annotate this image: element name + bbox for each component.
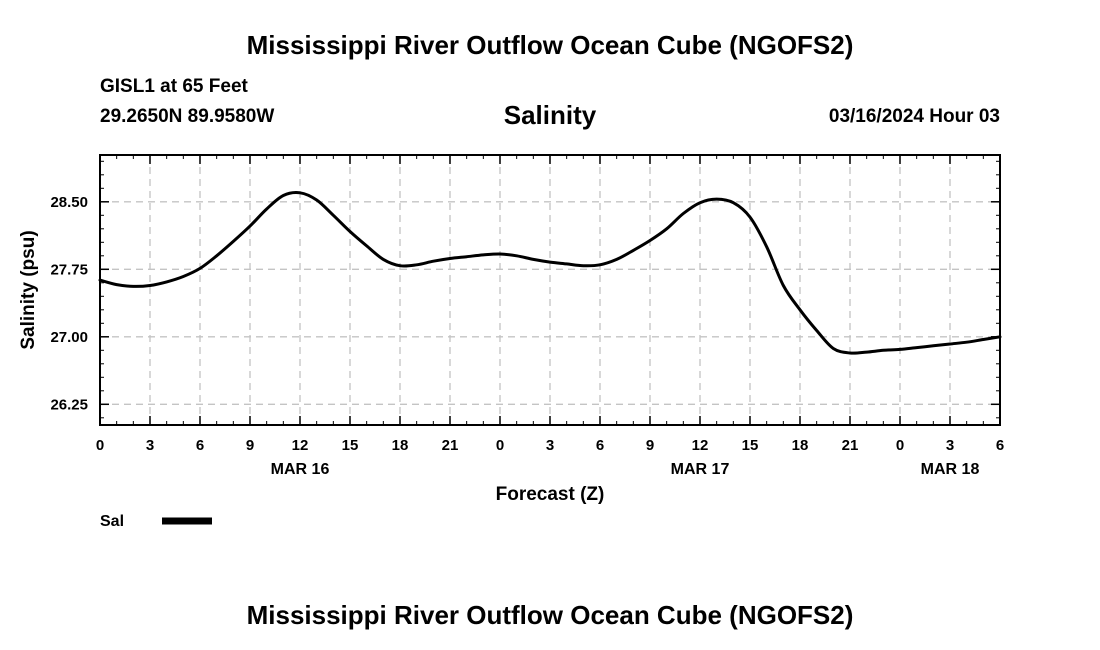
x-tick-label: 15 [342, 437, 359, 454]
station-label: GISL1 at 65 Feet [100, 76, 248, 97]
x-tick-label: 6 [596, 437, 604, 454]
x-tick-label: 0 [96, 437, 104, 454]
date-label: MAR 18 [921, 461, 980, 478]
x-tick-label: 21 [442, 437, 459, 454]
grid-layer [100, 155, 1000, 425]
x-tick-label: 3 [946, 437, 954, 454]
x-tick-label: 3 [546, 437, 554, 454]
page-title: Mississippi River Outflow Ocean Cube (NG… [246, 30, 854, 60]
x-tick-label: 18 [392, 437, 409, 454]
x-tick-label: 6 [196, 437, 204, 454]
series-line-sal [98, 191, 1002, 355]
y-tick-label: 28.50 [50, 194, 88, 211]
x-tick-label: 3 [146, 437, 154, 454]
x-tick-label: 18 [792, 437, 809, 454]
x-tick-label: 6 [996, 437, 1004, 454]
legend: Sal [100, 513, 212, 530]
x-tick-label: 0 [896, 437, 904, 454]
y-tick-label: 26.25 [50, 396, 88, 413]
chart-title: Salinity [504, 100, 597, 130]
x-axis-label: Forecast (Z) [496, 484, 605, 505]
x-tick-label: 12 [692, 437, 709, 454]
y-tick-label: 27.00 [50, 329, 88, 346]
x-tick-label: 15 [742, 437, 759, 454]
date-label: MAR 17 [671, 461, 730, 478]
x-tick-label: 9 [646, 437, 654, 454]
axis-layer: 0 3 6 9 12 15 18 21 0 3 6 9 12 15 18 21 0 3 6 MAR 16 MAR 17 M… [50, 154, 1004, 478]
station-coordinates: 29.2650N 89.9580W [100, 106, 275, 127]
date-label: MAR 16 [271, 461, 330, 478]
forecast-datetime: 03/16/2024 Hour 03 [828, 106, 1000, 127]
y-tick-label: 27.75 [50, 261, 88, 278]
legend-label: Sal [100, 513, 124, 530]
x-tick-label: 21 [842, 437, 859, 454]
y-axis-label: Salinity (psu) [18, 230, 39, 349]
x-tick-label: 12 [292, 437, 309, 454]
series-layer [98, 191, 1002, 355]
x-tick-label: 9 [246, 437, 254, 454]
x-tick-label: 0 [496, 437, 504, 454]
footer-title: Mississippi River Outflow Ocean Cube (NG… [246, 600, 854, 630]
